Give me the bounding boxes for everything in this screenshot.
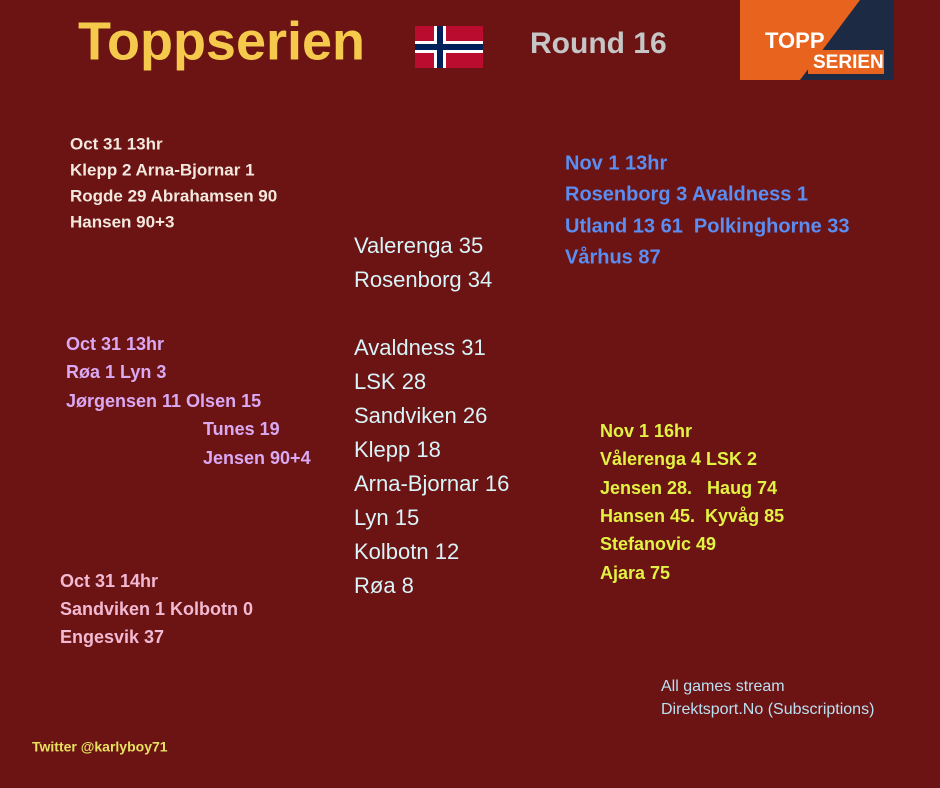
match-line: Nov 1 16hr	[600, 421, 692, 441]
match-line: Røa 1 Lyn 3	[66, 362, 166, 382]
match: Oct 31 14hr Sandviken 1 Kolbotn 0 Engesv…	[60, 571, 253, 647]
match-line: Stefanovic 49	[600, 534, 716, 554]
standing: Lyn 15	[354, 505, 419, 530]
standing: Klepp 18	[354, 437, 441, 462]
match-line: Ajara 75	[600, 563, 670, 583]
match-line: Klepp 2 Arna-Bjornar 1	[70, 160, 255, 179]
flag	[415, 26, 483, 68]
match-line: Hansen 45. Kyvåg 85	[600, 506, 784, 526]
match-line: Utland 13 61 Polkinghorne 33	[565, 215, 850, 237]
standing: Rosenborg 34	[354, 267, 492, 292]
standing: Avaldness 31	[354, 335, 486, 360]
match: Oct 31 13hr Røa 1 Lyn 3 Jørgensen 11 Ols…	[66, 334, 311, 468]
match-line: Oct 31 13hr	[70, 134, 163, 153]
match-line: Oct 31 14hr	[60, 571, 158, 591]
match: Nov 1 16hr Vålerenga 4 LSK 2 Jensen 28. …	[600, 421, 784, 583]
match-line: Rosenborg 3 Avaldness 1	[565, 183, 808, 205]
match-line: Oct 31 13hr	[66, 334, 164, 354]
match-line: Rogde 29 Abrahamsen 90	[70, 186, 277, 205]
standing: LSK 28	[354, 369, 426, 394]
match-line: Jørgensen 11 Olsen 15	[66, 391, 261, 411]
match-line: Jensen 28. Haug 74	[600, 478, 777, 498]
match: Oct 31 13hr Klepp 2 Arna-Bjornar 1 Rogde…	[70, 134, 277, 231]
match-line: Tunes 19	[203, 419, 280, 439]
standing: Røa 8	[354, 573, 414, 598]
match: Nov 1 13hr Rosenborg 3 Avaldness 1 Utlan…	[565, 152, 850, 268]
match-line: Sandviken 1 Kolbotn 0	[60, 599, 253, 619]
logo-line1: TOPP	[765, 28, 825, 53]
match-line: Vårhus 87	[565, 245, 661, 268]
match-line: Vålerenga 4 LSK 2	[600, 449, 757, 469]
match-line: Jensen 90+4	[203, 448, 311, 468]
round: Round 16	[530, 27, 667, 60]
match-line: Nov 1 13hr	[565, 152, 667, 174]
standing: Sandviken 26	[354, 403, 487, 428]
stream-note: Direktsport.No (Subscriptions)	[661, 701, 874, 718]
standing: Arna-Bjornar 16	[354, 471, 509, 496]
standing: Valerenga 35	[354, 233, 483, 258]
standing: Kolbotn 12	[354, 539, 459, 564]
title: Toppserien	[78, 11, 365, 71]
logo-line2: SERIEN	[813, 52, 884, 73]
match-line: Hansen 90+3	[70, 212, 174, 231]
twitter: Twitter @karlyboy71	[32, 739, 168, 755]
match-line: Engesvik 37	[60, 627, 164, 647]
logo: TOPP SERIEN	[740, 0, 894, 80]
stream-note: All games stream	[661, 678, 785, 695]
standings: Valerenga 35 Rosenborg 34 Avaldness 31 L…	[354, 233, 509, 598]
